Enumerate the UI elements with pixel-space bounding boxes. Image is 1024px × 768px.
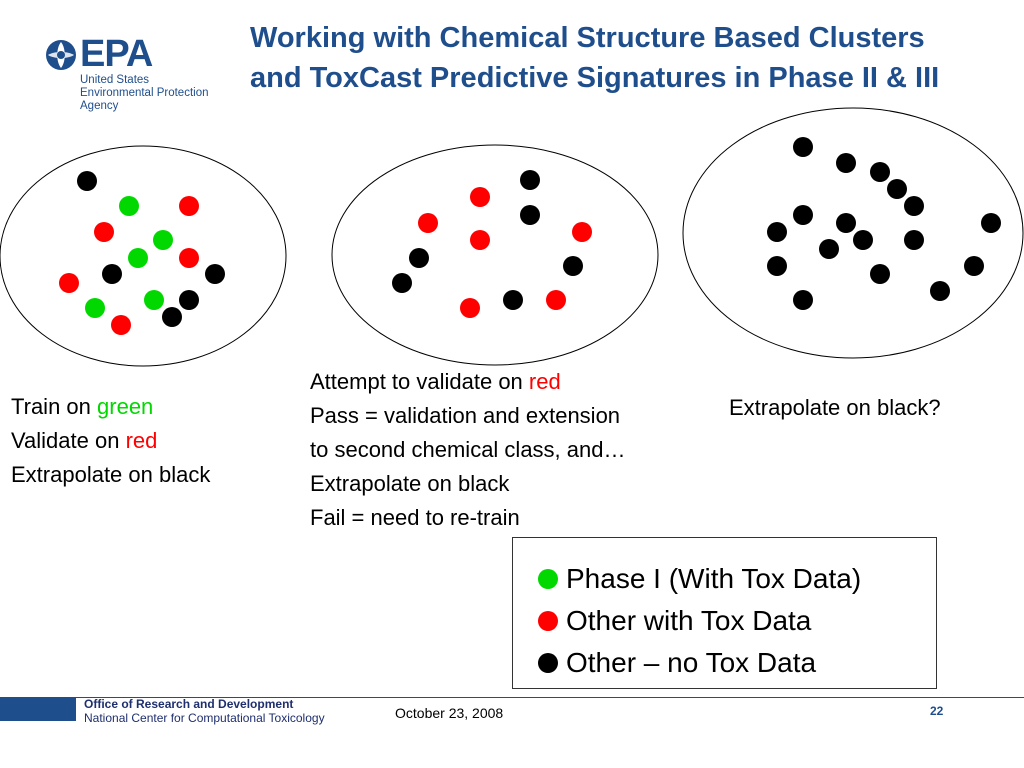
agency-line: United States	[80, 74, 150, 86]
office-name: Office of Research and Development	[84, 697, 294, 711]
chemical-dot-green	[85, 298, 105, 318]
chemical-dot-red	[111, 315, 131, 335]
caption-line: Validate on red	[11, 424, 210, 458]
caption-line: Pass = validation and extension	[310, 399, 626, 433]
caption-line: Extrapolate on black	[11, 458, 210, 492]
chemical-dot-black	[904, 230, 924, 250]
caption-highlight: red	[125, 428, 158, 453]
caption-text: to second chemical class, and…	[310, 437, 626, 462]
chemical-dot-green	[153, 230, 173, 250]
chemical-dot-black	[793, 290, 813, 310]
chemical-dot-black	[767, 256, 787, 276]
page-number: 22	[930, 704, 944, 718]
chemical-dot-red	[59, 273, 79, 293]
caption-line: Train on green	[11, 390, 210, 424]
cluster-3-caption: Extrapolate on black?	[729, 391, 941, 425]
chemical-dot-black	[930, 281, 950, 301]
agency-line: Agency	[80, 100, 119, 112]
chemical-dot-red	[179, 248, 199, 268]
chemical-dot-red	[418, 213, 438, 233]
chemical-dot-black	[870, 264, 890, 284]
chemical-dot-black	[77, 171, 97, 191]
chemical-dot-black	[904, 196, 924, 216]
legend-item-other-tox: Other with Tox Data	[513, 600, 936, 642]
caption-highlight: red	[528, 369, 561, 394]
cluster-2-caption: Attempt to validate on red Pass = validat…	[310, 365, 626, 535]
footer-office: Office of Research and Development Natio…	[84, 697, 325, 725]
chemical-dot-black	[981, 213, 1001, 233]
legend-label: Other with Tox Data	[566, 605, 812, 636]
chemical-dot-black	[205, 264, 225, 284]
chemical-dot-black	[392, 273, 412, 293]
caption-text: Attempt to validate on	[310, 369, 529, 394]
chemical-dot-black	[887, 179, 907, 199]
chemical-dot-red	[572, 222, 592, 242]
epa-agency-name: United States Environmental Protection A…	[80, 74, 208, 113]
legend-dot	[538, 653, 558, 673]
chemical-dot-black	[162, 307, 182, 327]
chemical-dot-red	[179, 196, 199, 216]
caption-highlight: green	[97, 394, 154, 419]
caption-text: Fail = need to re-train	[310, 505, 520, 530]
legend-dot	[538, 611, 558, 631]
chemical-dot-black	[520, 170, 540, 190]
caption-line: to second chemical class, and…	[310, 433, 626, 467]
footer-divider	[76, 697, 1024, 698]
footer-date: October 23, 2008	[395, 705, 504, 721]
chemical-dot-black	[520, 205, 540, 225]
legend-label: Phase I (With Tox Data)	[566, 563, 862, 594]
chemical-dot-black	[836, 153, 856, 173]
caption-text: Validate on	[11, 428, 126, 453]
legend-item-phase-one: Phase I (With Tox Data)	[513, 558, 936, 600]
chemical-dot-green	[128, 248, 148, 268]
slide-title: Working with Chemical Structure Based Cl…	[250, 22, 940, 94]
cluster-1-caption: Train on green Validate on red Extrapolate…	[11, 390, 210, 492]
chemical-dot-black	[819, 239, 839, 259]
chemical-dot-black	[853, 230, 873, 250]
epa-logo-text: EPA	[80, 33, 153, 75]
caption-line: Extrapolate on black?	[729, 391, 941, 425]
chemical-dot-black	[964, 256, 984, 276]
chemical-dot-red	[460, 298, 480, 318]
chemical-dot-black	[870, 162, 890, 182]
cluster-1-outline	[0, 145, 287, 367]
caption-text: Extrapolate on black?	[729, 395, 941, 420]
legend-label: Other – no Tox Data	[566, 647, 817, 678]
chemical-dot-black	[836, 213, 856, 233]
chemical-dot-black	[102, 264, 122, 284]
epa-flower-icon	[46, 40, 76, 70]
footer-accent-bar	[0, 697, 76, 721]
chemical-dot-black	[793, 137, 813, 157]
caption-text: Train on	[11, 394, 98, 419]
chemical-dot-red	[470, 187, 490, 207]
caption-line: Attempt to validate on red	[310, 365, 626, 399]
chemical-dot-green	[144, 290, 164, 310]
caption-text: Pass = validation and extension	[310, 403, 621, 428]
chemical-dot-red	[470, 230, 490, 250]
agency-line: Environmental Protection	[80, 87, 209, 99]
legend-dot	[538, 569, 558, 589]
chemical-dot-red	[546, 290, 566, 310]
chemical-dot-black	[409, 248, 429, 268]
chemical-dot-black	[767, 222, 787, 242]
chemical-dot-red	[94, 222, 114, 242]
cluster-3-outline	[682, 107, 1024, 359]
epa-logo: EPA United States Environmental Protecti…	[44, 34, 244, 114]
chemical-dot-black	[793, 205, 813, 225]
chemical-dot-green	[119, 196, 139, 216]
chemical-dot-black	[563, 256, 583, 276]
chemical-dot-black	[503, 290, 523, 310]
caption-text: Extrapolate on black	[310, 471, 510, 496]
legend-box: Phase I (With Tox Data) Other with Tox D…	[512, 537, 937, 689]
legend-item-no-tox: Other – no Tox Data	[513, 642, 936, 684]
caption-line: Extrapolate on black	[310, 467, 626, 501]
center-name: National Center for Computational Toxico…	[84, 711, 325, 725]
cluster-2-outline	[331, 144, 659, 366]
chemical-dot-black	[179, 290, 199, 310]
caption-text: Extrapolate on black	[11, 462, 211, 487]
caption-line: Fail = need to re-train	[310, 501, 626, 535]
